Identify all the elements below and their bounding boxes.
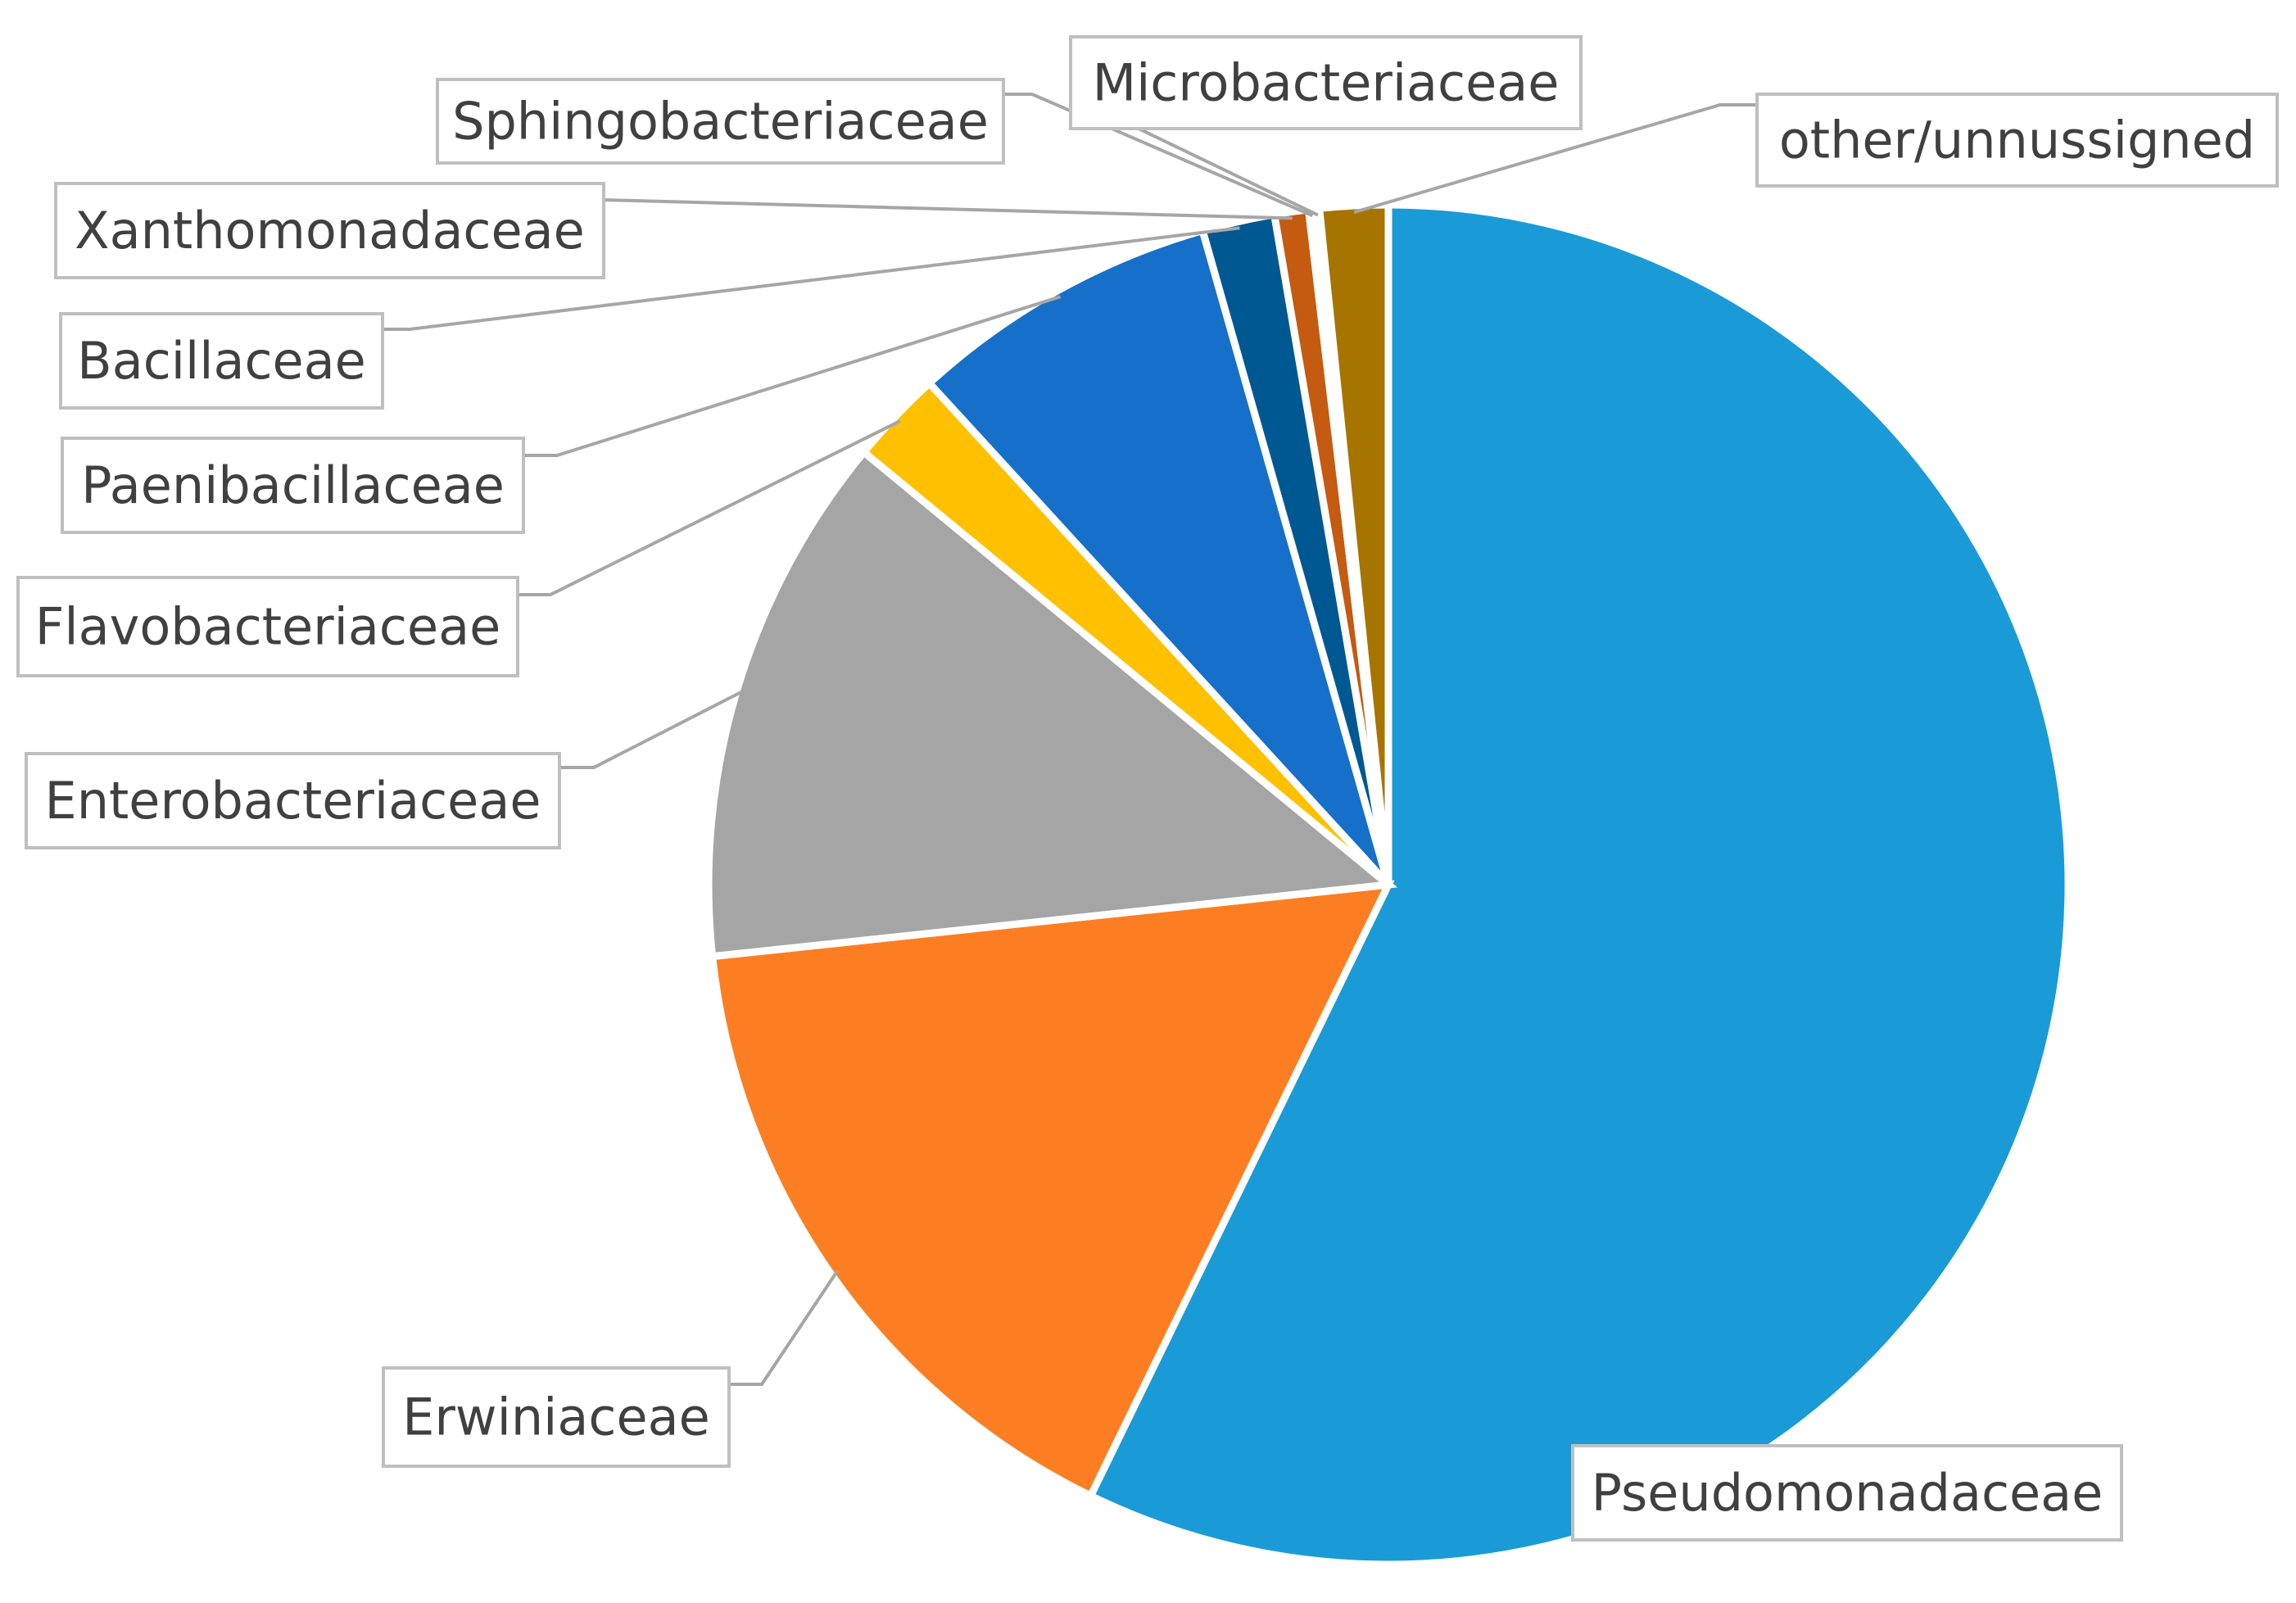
data-label-text: Sphingobacteriaceae xyxy=(452,92,989,152)
data-label-text: Erwiniaceae xyxy=(402,1388,709,1447)
leader-line-sphingobacteriaceae xyxy=(1003,93,1314,218)
data-label-box xyxy=(59,312,384,410)
data-label-text: Bacillaceae xyxy=(77,331,366,391)
data-label-microbacteriaceae: Microbacteriaceae xyxy=(1069,35,1583,130)
leader-line-bacillaceae xyxy=(383,226,1240,331)
data-label-enterobacteriaceae: Enterobacteriaceae xyxy=(25,752,561,849)
data-label-text: Enterobacteriaceae xyxy=(45,771,541,831)
leader-line-enterobacteriaceae xyxy=(559,689,745,769)
data-label-box xyxy=(61,437,525,534)
leader-line-xanthomonadaceae xyxy=(603,198,1293,220)
data-label-pseudomonadaceae: Pseudomonadaceae xyxy=(1571,1444,2123,1542)
slice-other-unnussigned xyxy=(1315,201,1393,885)
data-label-text: other/unnussigned xyxy=(1779,111,2255,170)
data-label-paenibacillaceae: Paenibacillaceae xyxy=(61,437,525,534)
data-label-box xyxy=(382,1366,731,1468)
data-label-bacillaceae: Bacillaceae xyxy=(59,312,384,410)
slice-paenibacillaceae xyxy=(924,226,1393,888)
slice-enterobacteriaceae xyxy=(704,446,1398,961)
data-label-flavobacteriaceae: Flavobacteriaceae xyxy=(16,576,519,677)
data-label-box xyxy=(1755,93,2279,188)
leader-lines xyxy=(383,93,1757,1386)
data-label-box xyxy=(436,78,1005,165)
data-label-erwiniaceae: Erwiniaceae xyxy=(382,1366,731,1468)
data-label-text: Pseudomonadaceae xyxy=(1592,1463,2104,1523)
data-label-box xyxy=(54,182,605,279)
data-label-xanthomonadaceae: Xanthomonadaceae xyxy=(54,182,605,279)
slice-erwiniaceae xyxy=(708,880,1395,1501)
data-label-text: Paenibacillaceae xyxy=(81,455,505,515)
data-label-sphingobacteriaceae: Sphingobacteriaceae xyxy=(436,78,1005,165)
leader-line-microbacteriaceae xyxy=(1138,127,1319,217)
leader-line-flavobacteriaceae xyxy=(518,419,901,596)
data-label-text: Flavobacteriaceae xyxy=(35,597,500,657)
data-label-box xyxy=(1571,1444,2123,1542)
leader-line-erwiniaceae xyxy=(729,1270,839,1386)
data-labels: Pseudomonadaceae Erwiniaceae Enterobacteri… xyxy=(16,35,2279,1542)
data-label-text: Microbacteriaceae xyxy=(1093,53,1560,113)
slice-pseudomonadaceae xyxy=(1085,201,2072,1569)
data-label-text: Xanthomonadaceae xyxy=(75,201,585,260)
data-label-box xyxy=(25,752,561,849)
leader-line-other-unnussigned xyxy=(1353,103,1757,214)
data-label-box xyxy=(16,576,519,677)
leader-line-paenibacillaceae xyxy=(523,295,1062,457)
data-label-other-unnussigned: other/unnussigned xyxy=(1755,93,2279,188)
pie-slices xyxy=(704,201,2072,1569)
data-label-box xyxy=(1069,35,1583,130)
